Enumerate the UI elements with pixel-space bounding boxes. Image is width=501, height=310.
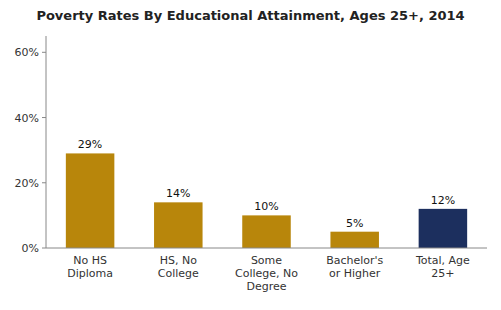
chart: Poverty Rates By Educational Attainment,… xyxy=(0,0,501,310)
x-tick-label-line: Bachelor's xyxy=(326,254,383,267)
title: Poverty Rates By Educational Attainment,… xyxy=(36,8,464,23)
y-tick xyxy=(42,182,46,183)
y-tick-label: 0% xyxy=(22,242,39,255)
x-tick-label-line: HS, No xyxy=(160,254,197,267)
x-tick-label-line: Diploma xyxy=(67,267,113,280)
data-label: 29% xyxy=(78,138,102,151)
x-tick-label-line: College, No xyxy=(235,267,298,280)
data-label: 14% xyxy=(166,187,190,200)
x-tick-label-line: or Higher xyxy=(329,267,381,280)
x-tick-label: No HSDiploma xyxy=(67,254,113,280)
y-axis xyxy=(46,36,47,248)
data-label: 12% xyxy=(431,194,455,207)
y-tick xyxy=(42,117,46,118)
bar xyxy=(66,153,115,248)
y-tick-label: 20% xyxy=(15,177,39,190)
bars xyxy=(66,153,467,248)
x-tick-label: Total, Age25+ xyxy=(415,254,470,280)
x-tick-label-line: 25+ xyxy=(431,267,454,280)
bar xyxy=(242,215,291,248)
x-tick-label-line: Degree xyxy=(246,280,286,293)
bar xyxy=(419,209,468,248)
y-tick-label: 40% xyxy=(15,112,39,125)
x-tick-label-line: College xyxy=(158,267,199,280)
y-tick-label: 60% xyxy=(15,46,39,59)
bar xyxy=(154,202,203,248)
x-axis xyxy=(46,248,487,249)
x-tick-label-line: Total, Age xyxy=(415,254,470,267)
x-tick-label: SomeCollege, NoDegree xyxy=(235,254,298,293)
data-label: 5% xyxy=(346,217,363,230)
x-tick-label-line: No HS xyxy=(73,254,107,267)
data-label: 10% xyxy=(254,200,278,213)
y-tick xyxy=(42,52,46,53)
bar xyxy=(330,232,379,248)
x-tick-label: Bachelor'sor Higher xyxy=(326,254,383,280)
y-tick xyxy=(42,248,46,249)
x-tick-label: HS, NoCollege xyxy=(158,254,199,280)
x-tick-label-line: Some xyxy=(251,254,282,267)
